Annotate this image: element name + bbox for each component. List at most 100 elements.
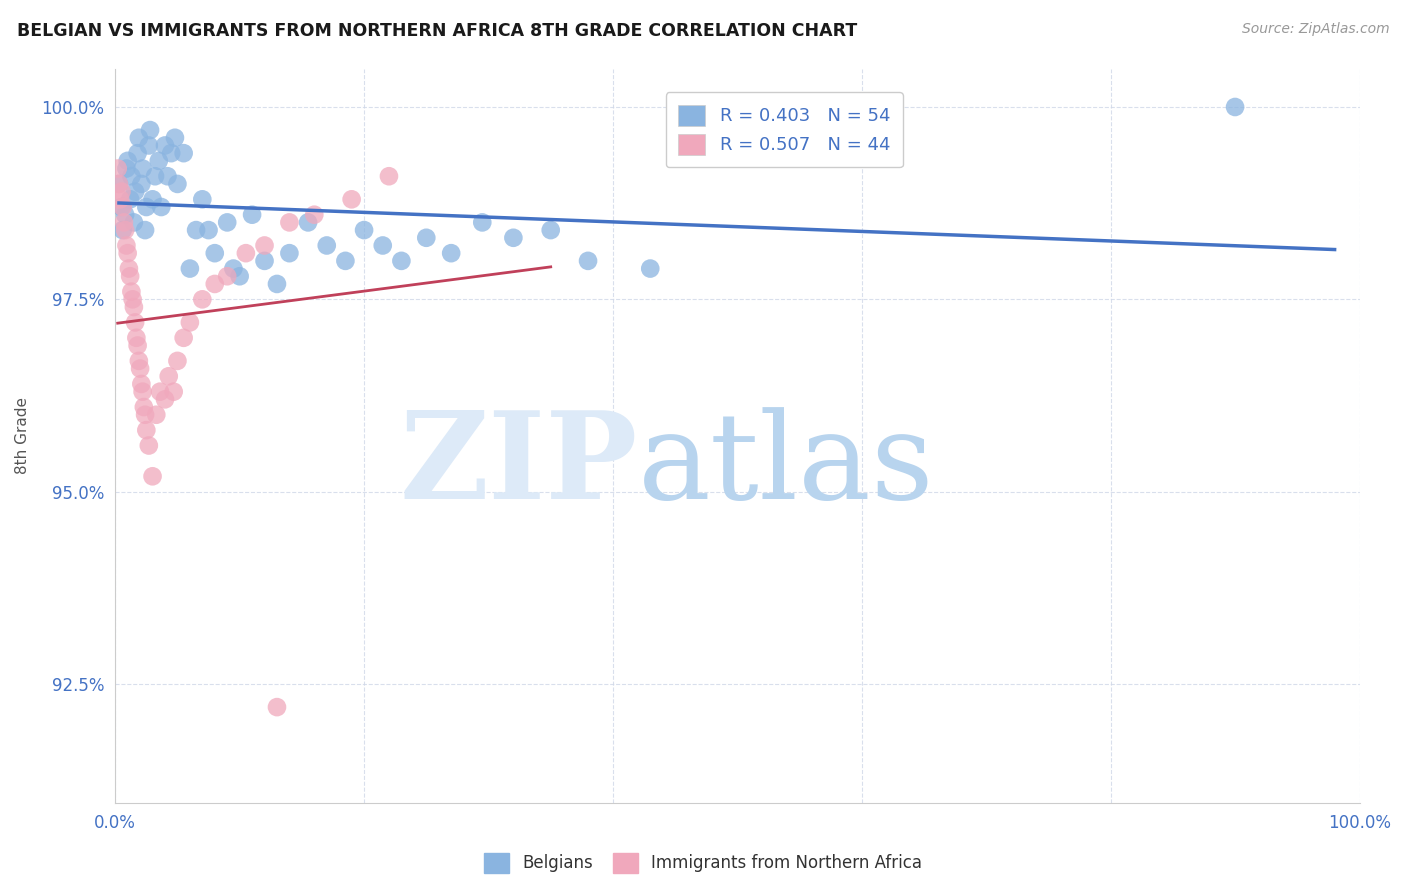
Point <box>179 261 201 276</box>
Text: BELGIAN VS IMMIGRANTS FROM NORTHERN AFRICA 8TH GRADE CORRELATION CHART: BELGIAN VS IMMIGRANTS FROM NORTHERN AFRI… <box>17 22 858 40</box>
Point <box>228 269 250 284</box>
Point <box>204 277 226 291</box>
Point <box>135 423 157 437</box>
Point <box>235 246 257 260</box>
Point <box>1223 100 1246 114</box>
Point <box>638 261 661 276</box>
Point <box>217 269 239 284</box>
Point <box>135 200 157 214</box>
Point <box>184 223 207 237</box>
Point <box>166 354 188 368</box>
Point <box>153 392 176 407</box>
Point <box>150 200 173 214</box>
Point <box>378 169 401 184</box>
Point <box>149 384 172 399</box>
Point <box>353 223 375 237</box>
Point <box>153 138 176 153</box>
Point <box>141 192 163 206</box>
Point <box>253 253 276 268</box>
Point <box>124 185 146 199</box>
Point <box>125 331 148 345</box>
Point <box>115 238 138 252</box>
Point <box>108 177 131 191</box>
Point <box>127 338 149 352</box>
Point <box>297 215 319 229</box>
Point <box>138 438 160 452</box>
Point <box>117 153 139 168</box>
Point <box>191 293 214 307</box>
Point <box>179 315 201 329</box>
Point <box>163 384 186 399</box>
Point <box>128 130 150 145</box>
Point <box>128 354 150 368</box>
Point <box>143 169 166 184</box>
Point <box>191 192 214 206</box>
Point <box>335 253 357 268</box>
Point <box>120 285 142 299</box>
Point <box>115 161 138 176</box>
Point <box>131 376 153 391</box>
Point <box>120 269 142 284</box>
Point <box>371 238 394 252</box>
Point <box>110 185 132 199</box>
Point <box>440 246 463 260</box>
Point <box>204 246 226 260</box>
Point <box>131 177 153 191</box>
Point <box>471 215 494 229</box>
Point <box>121 293 143 307</box>
Point <box>576 253 599 268</box>
Point <box>145 408 167 422</box>
Point <box>114 208 136 222</box>
Point <box>108 177 131 191</box>
Point <box>148 153 170 168</box>
Point <box>132 400 155 414</box>
Point <box>111 223 134 237</box>
Point <box>131 384 153 399</box>
Point <box>114 223 136 237</box>
Point <box>110 200 132 214</box>
Point <box>163 130 186 145</box>
Text: Source: ZipAtlas.com: Source: ZipAtlas.com <box>1241 22 1389 37</box>
Point <box>120 169 142 184</box>
Point <box>127 146 149 161</box>
Point <box>540 223 562 237</box>
Y-axis label: 8th Grade: 8th Grade <box>15 398 30 475</box>
Point <box>124 315 146 329</box>
Text: ZIP: ZIP <box>399 406 638 524</box>
Point <box>340 192 363 206</box>
Point <box>389 253 412 268</box>
Point <box>253 238 276 252</box>
Point <box>122 215 145 229</box>
Point <box>120 192 142 206</box>
Point <box>139 123 162 137</box>
Point <box>134 223 156 237</box>
Point <box>415 231 437 245</box>
Point <box>197 223 219 237</box>
Point <box>118 261 141 276</box>
Legend: Belgians, Immigrants from Northern Africa: Belgians, Immigrants from Northern Afric… <box>477 847 929 880</box>
Point <box>304 208 326 222</box>
Point <box>141 469 163 483</box>
Point <box>315 238 337 252</box>
Point <box>157 369 180 384</box>
Point <box>112 215 135 229</box>
Point <box>173 146 195 161</box>
Point <box>131 161 153 176</box>
Point <box>222 261 245 276</box>
Point <box>266 277 288 291</box>
Point <box>108 192 131 206</box>
Point <box>138 138 160 153</box>
Point <box>278 246 301 260</box>
Point <box>117 246 139 260</box>
Legend: R = 0.403   N = 54, R = 0.507   N = 44: R = 0.403 N = 54, R = 0.507 N = 44 <box>665 92 903 168</box>
Point <box>122 300 145 314</box>
Point <box>160 146 183 161</box>
Point <box>502 231 524 245</box>
Point <box>266 700 288 714</box>
Point <box>156 169 179 184</box>
Text: atlas: atlas <box>638 407 935 524</box>
Point <box>111 200 134 214</box>
Point <box>278 215 301 229</box>
Point <box>134 408 156 422</box>
Point <box>240 208 263 222</box>
